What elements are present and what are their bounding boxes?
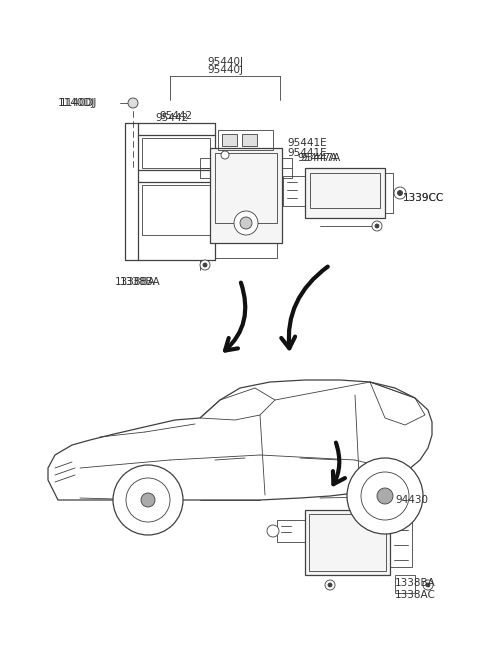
Circle shape bbox=[113, 465, 183, 535]
Circle shape bbox=[377, 488, 393, 504]
Circle shape bbox=[361, 472, 409, 520]
Bar bbox=[395, 575, 415, 593]
Text: 95441E: 95441E bbox=[287, 138, 326, 148]
Circle shape bbox=[426, 583, 430, 587]
Bar bbox=[215, 153, 277, 223]
Bar bbox=[142, 185, 210, 235]
Circle shape bbox=[141, 493, 155, 507]
Text: 1338BA: 1338BA bbox=[395, 578, 436, 588]
Circle shape bbox=[397, 190, 403, 195]
Text: 1140DJ: 1140DJ bbox=[58, 98, 96, 108]
Bar bbox=[305, 168, 385, 218]
Text: 95447A: 95447A bbox=[297, 153, 337, 163]
Bar bbox=[218, 130, 273, 150]
Text: 95447A: 95447A bbox=[300, 153, 340, 163]
Bar bbox=[305, 510, 390, 575]
FancyArrowPatch shape bbox=[333, 443, 345, 484]
Circle shape bbox=[423, 580, 433, 590]
Circle shape bbox=[234, 211, 258, 235]
Text: 95442: 95442 bbox=[159, 111, 192, 121]
Circle shape bbox=[328, 583, 332, 587]
Text: 1140DJ: 1140DJ bbox=[60, 98, 97, 108]
Circle shape bbox=[221, 151, 229, 159]
Bar bbox=[282, 158, 292, 178]
Text: 95440J: 95440J bbox=[207, 65, 243, 75]
Circle shape bbox=[126, 478, 170, 522]
FancyArrowPatch shape bbox=[281, 266, 328, 348]
Bar bbox=[309, 514, 386, 571]
Circle shape bbox=[375, 224, 379, 228]
Text: 1339CC: 1339CC bbox=[403, 193, 444, 203]
Bar bbox=[215, 243, 277, 258]
Circle shape bbox=[372, 221, 382, 231]
Bar bbox=[222, 134, 237, 146]
Circle shape bbox=[203, 263, 207, 267]
Bar bbox=[242, 134, 257, 146]
Circle shape bbox=[325, 580, 335, 590]
Text: 1339CC: 1339CC bbox=[403, 193, 444, 203]
Circle shape bbox=[394, 187, 406, 199]
Bar bbox=[200, 158, 210, 178]
Text: 95440J: 95440J bbox=[207, 57, 243, 67]
Text: 1338BA: 1338BA bbox=[120, 277, 161, 287]
Text: 95442: 95442 bbox=[155, 113, 188, 123]
Text: 95441E: 95441E bbox=[287, 148, 326, 158]
Text: 94430: 94430 bbox=[395, 495, 428, 505]
Bar bbox=[390, 518, 412, 567]
Circle shape bbox=[128, 98, 138, 108]
Circle shape bbox=[267, 525, 279, 537]
Bar bbox=[142, 138, 210, 168]
Bar bbox=[283, 176, 305, 206]
Bar bbox=[277, 520, 305, 542]
Circle shape bbox=[240, 217, 252, 229]
Circle shape bbox=[200, 260, 210, 270]
Text: 1338AC: 1338AC bbox=[395, 590, 436, 600]
Bar bbox=[210, 148, 282, 243]
Bar bbox=[310, 173, 380, 208]
Text: 1338BA: 1338BA bbox=[115, 277, 156, 287]
FancyArrowPatch shape bbox=[225, 283, 245, 350]
Circle shape bbox=[347, 458, 423, 534]
